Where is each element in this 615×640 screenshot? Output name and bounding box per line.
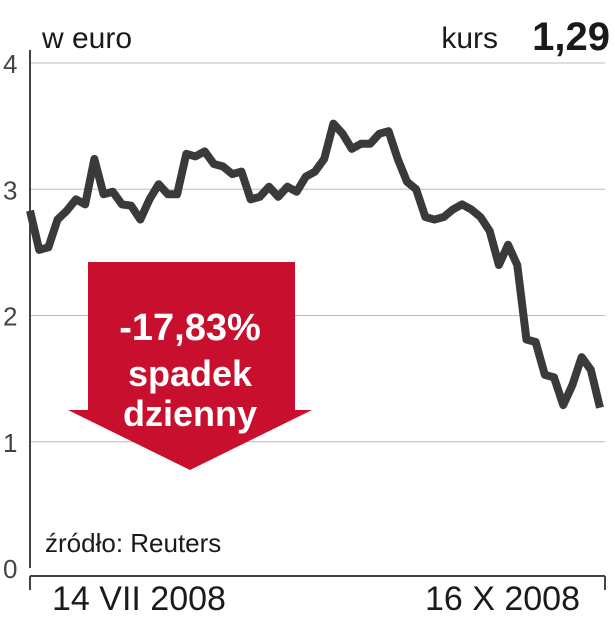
x-tick-label: 14 VII 2008 bbox=[52, 580, 226, 618]
line bbox=[26, 119, 604, 410]
y-tick-label: 1 bbox=[3, 428, 17, 458]
change-label: spadek bbox=[128, 353, 253, 394]
arrow-group: -17,83% spadek dzienny bbox=[68, 262, 312, 470]
y-tick-label: 4 bbox=[3, 49, 17, 79]
kurs-value: 1,29 bbox=[532, 15, 610, 59]
change-label: dzienny bbox=[123, 393, 257, 434]
y-tick-label: 2 bbox=[3, 302, 17, 332]
arrow bbox=[68, 262, 312, 470]
source: źródło: Reuters bbox=[45, 528, 221, 558]
y-tick-label: 0 bbox=[3, 554, 17, 584]
kurs-label: kurs bbox=[441, 22, 498, 55]
change-value: -17,83% bbox=[119, 307, 261, 349]
y-tick-label: 3 bbox=[3, 175, 17, 205]
x-tick-label: 16 X 2008 bbox=[425, 580, 580, 618]
chart-title: w euro bbox=[41, 22, 132, 55]
